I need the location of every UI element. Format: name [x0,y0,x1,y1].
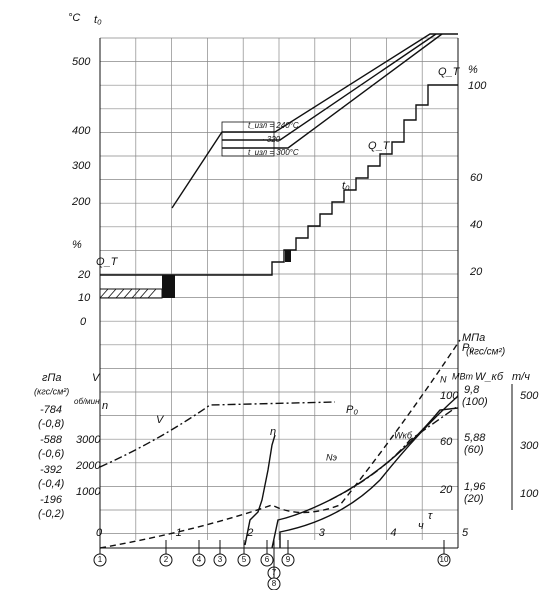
curve-label: P₀ [346,404,358,416]
unit: т/ч [512,371,530,383]
x-tick-label: 5 [462,527,469,539]
tick-label: 300 [520,440,539,452]
x-tick-label: 0 [96,527,103,539]
unit: МВт [452,371,474,381]
tick-label: 3000 [76,434,101,446]
curve-label: n [270,426,276,438]
x-tick-label: 3 [319,527,326,539]
symbol: P₀ [462,342,474,354]
stage-marker [267,577,281,590]
tick-label: (60) [464,444,484,456]
tick-label: 2000 [75,460,101,472]
unit: МПа [462,332,485,344]
tick-label: 1000 [76,486,101,498]
tick-label: 500 [72,56,91,68]
tick-label: 20 [469,266,483,278]
unit: W_кб [475,371,504,383]
stage-label: 2 [164,555,169,564]
curve-label: Wкб [394,430,413,440]
tick-label: 0 [80,316,87,328]
tick-label: 100 [520,488,539,500]
stage-label: 3 [218,555,223,564]
symbol: V [92,372,101,384]
stage-marker [159,553,173,567]
tick-label: (20) [464,493,484,505]
tick-label: -588 [40,434,63,446]
grid [99,37,459,548]
x-tick-label: 4 [390,527,396,539]
stage-marker [281,553,295,567]
stage-marker [437,553,451,567]
temperature-curves [171,33,458,209]
stage-label: 1 [98,555,103,564]
tick-label: 40 [470,219,483,231]
stage-label: 5 [242,555,247,564]
x-tick-label: 1 [176,527,182,539]
x-axis: 01234512435697810 [93,527,469,590]
tick-label: (-0,6) [38,448,65,460]
tick-label: -392 [40,464,62,476]
stage-label: 6 [265,555,270,564]
tick-label: (-0,4) [38,478,65,490]
unit: °C [68,12,80,24]
tick-label: 500 [520,390,539,402]
tick-label: 60 [440,436,453,448]
stage-marker [213,553,227,567]
tick-label: 100 [468,80,487,92]
unit: об/мин [74,397,100,406]
symbol: Q_T [96,256,119,268]
tick-label: 10 [78,292,91,304]
tick-label: 20 [77,269,91,281]
stage-label: 10 [440,555,449,564]
x-tick-label: 2 [246,527,253,539]
stage-label: 9 [286,555,291,564]
tick-label: -784 [40,404,62,416]
tick-label: 9,8 [464,384,480,396]
curve-label: Nэ [326,452,337,462]
stage-label: 8 [272,579,277,588]
unit: % [468,64,478,76]
tick-label: 1,96 [464,481,486,493]
unit: (кгс/см²) [34,386,69,396]
note: t_изл = 300°C [248,148,299,157]
curve-label: V [156,414,165,426]
tick-label: 200 [71,196,91,208]
stage-marker [93,553,107,567]
symbol: n [102,400,108,412]
symbol: Q_T [438,66,461,78]
note: t_изл = 240°C [248,121,299,130]
tick-label: 20 [439,484,453,496]
stage-label: 4 [197,555,202,564]
curve-label: t₀ [342,180,350,192]
tick-label: 60 [470,172,483,184]
tick-label: 300 [72,160,91,172]
tick-label: (100) [462,396,488,408]
unit: гПа [42,372,62,384]
symbol: τ [428,510,433,522]
unit: % [72,239,82,251]
stage-marker [260,553,274,567]
load-curve [99,84,458,299]
tick-label: 5,88 [464,432,486,444]
tick-label: (-0,8) [38,418,65,430]
lower-curves [99,339,461,549]
tick-label: 400 [72,125,91,137]
symbol: t₀ [94,14,102,26]
tick-label: (-0,2) [38,508,65,520]
curve-label: Q_T [368,140,391,152]
tick-label: -196 [40,494,63,506]
unit: (кгс/см²) [466,347,505,358]
tick-label: 100 [440,390,459,402]
curve-label: N [440,374,447,384]
unit: ч [418,520,424,532]
stage-marker [192,553,206,567]
stage-marker [237,553,251,567]
